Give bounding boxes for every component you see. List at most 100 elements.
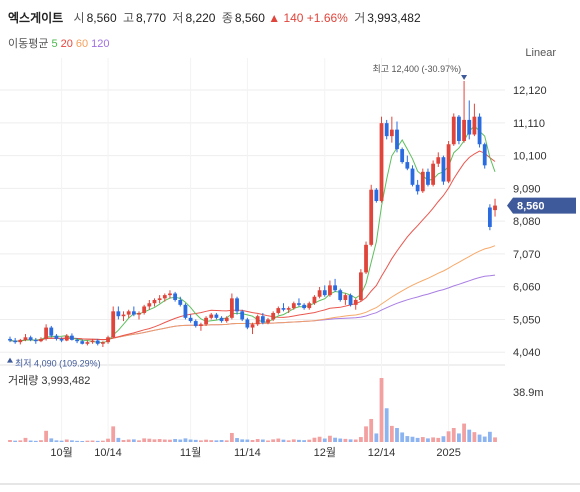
candle-body — [462, 119, 466, 141]
volume-bar — [487, 431, 492, 442]
volume-bar — [395, 428, 399, 442]
volume-bar — [317, 436, 322, 442]
candle-body — [451, 116, 456, 145]
candle-body — [111, 311, 116, 338]
candle-body — [204, 317, 208, 325]
volume-bar — [431, 437, 436, 442]
candle-body — [64, 335, 69, 341]
candle-body — [121, 314, 126, 317]
candle-body — [100, 342, 105, 344]
y-tick-label: 4,040 — [513, 347, 541, 359]
ma60-legend: 60 — [75, 38, 89, 50]
volume-bar — [462, 423, 466, 442]
change-value: ▲ 140 +1.66% — [268, 11, 348, 25]
candle-body — [13, 340, 18, 343]
current-price-tag — [507, 197, 576, 214]
y-tick-label: 5,050 — [513, 314, 541, 326]
candle-body — [297, 303, 301, 305]
volume-bar — [235, 438, 239, 442]
candle-body — [472, 116, 477, 135]
candle-body — [214, 314, 219, 318]
volume-bar — [369, 418, 374, 442]
candle-body — [80, 341, 85, 344]
candle-body — [152, 299, 157, 304]
volume-bar — [95, 440, 100, 442]
candle-body — [137, 312, 141, 315]
candle-body — [374, 189, 379, 202]
ma-legend-label: 이동평균 — [8, 38, 49, 50]
x-tick-label: 11/14 — [234, 447, 261, 459]
volume-bar — [152, 439, 157, 442]
candle-body — [54, 335, 59, 339]
volume-bar — [240, 439, 245, 442]
volume-bar — [446, 431, 451, 442]
volume-bar — [214, 440, 219, 442]
max-marker — [461, 74, 468, 80]
candle-body — [219, 317, 224, 322]
candle-body — [395, 129, 399, 150]
volume-bar — [266, 440, 270, 442]
volume-bar — [162, 439, 167, 442]
volume-bar — [193, 439, 198, 442]
candle-body — [312, 296, 317, 304]
current-price-label: 8,560 — [517, 201, 545, 213]
y-tick-label: 8,080 — [513, 216, 541, 228]
volume-bar — [353, 439, 358, 442]
candle-body — [415, 184, 420, 192]
min-marker — [7, 357, 13, 363]
candle-body — [193, 321, 198, 326]
candle-body — [436, 157, 441, 164]
candle-body — [328, 285, 332, 296]
volume-bar — [33, 440, 38, 442]
ma20-legend: 20 — [60, 38, 73, 50]
volume-bar — [276, 438, 281, 442]
open-value: 8,560 — [86, 11, 117, 25]
candle-body — [266, 319, 270, 323]
y-tick-label: 11,110 — [513, 118, 545, 130]
volume-bar — [260, 439, 265, 442]
volume-bar — [467, 429, 472, 442]
y-tick-label: 6,060 — [513, 282, 541, 294]
volume-bar — [131, 439, 136, 442]
volume-bar — [348, 439, 353, 442]
candle-body — [276, 308, 281, 313]
max-label: 최고 12,400 (-30.97%) — [372, 64, 461, 74]
low-label: 저 — [172, 11, 184, 25]
candle-body — [116, 311, 121, 317]
volume-bar — [126, 439, 131, 442]
candle-body — [70, 335, 74, 340]
candle-body — [379, 123, 384, 202]
volume-bar — [297, 439, 301, 442]
volume-bar — [204, 439, 208, 442]
volume-bar — [137, 440, 141, 442]
volume-title: 거래량 3,993,482 — [8, 375, 91, 387]
ma120-legend: 120 — [91, 38, 110, 50]
volume-bar — [379, 378, 384, 442]
min-label: 최저 4,090 (109.29%) — [15, 359, 101, 369]
y-tick-label: 7,070 — [513, 249, 541, 261]
scale-toggle-button[interactable]: Linear — [525, 47, 556, 59]
volume-bar — [302, 440, 307, 442]
volume-bar — [75, 440, 79, 442]
volume-bar — [224, 440, 229, 442]
volume-bar — [493, 437, 497, 442]
candle-body — [209, 314, 214, 318]
volume-bar — [286, 440, 291, 442]
volume-bar — [358, 437, 363, 442]
candle-body — [441, 157, 446, 182]
candle-body — [410, 168, 415, 185]
volume-bar — [209, 440, 214, 442]
close-label: 종 — [221, 11, 233, 25]
candle-body — [168, 293, 172, 296]
candle-body — [85, 342, 90, 344]
candle-body — [364, 244, 368, 273]
volume-bar — [168, 439, 172, 442]
candle-body — [49, 327, 54, 336]
moving-average-legend[interactable]: 이동평균 5 20 60 120 — [8, 35, 112, 51]
candle-body — [178, 299, 183, 305]
high-value: 8,770 — [136, 11, 167, 25]
volume-bar — [59, 440, 64, 442]
candle-body — [358, 272, 363, 300]
volume-bar — [328, 435, 332, 442]
